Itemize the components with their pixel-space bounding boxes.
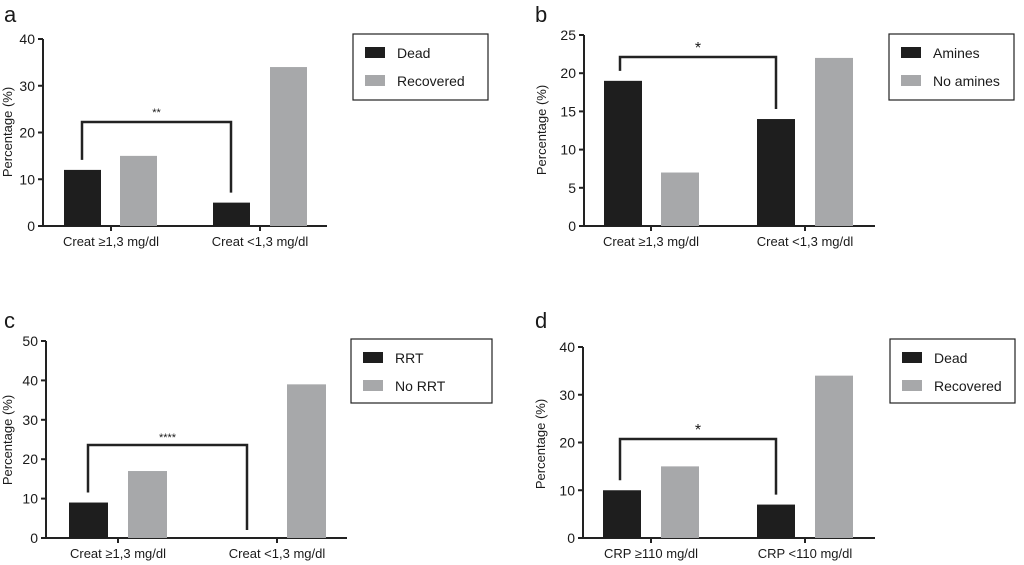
bar-dead — [757, 504, 795, 538]
legend: RRT No RRT — [350, 338, 493, 404]
legend-swatch — [901, 47, 921, 58]
significance-bracket — [618, 55, 778, 110]
y-tick-label: 20 — [22, 451, 38, 467]
chart-panel-b: b 0 5 10 15 20 25 Percentage (%) Creat ≥1,3 mg/d… — [534, 2, 1015, 249]
y-tick-label: 15 — [560, 103, 576, 119]
legend-swatch — [901, 75, 921, 86]
panel-label: b — [535, 2, 547, 27]
legend-entry: RRT — [395, 350, 424, 366]
bar-no-rrt — [287, 384, 326, 538]
significance-bracket — [80, 120, 233, 193]
bar-no-amines — [815, 57, 853, 226]
y-tick-label: 0 — [567, 530, 575, 546]
legend-swatch — [363, 352, 383, 363]
legend-box — [888, 33, 1015, 101]
y-tick-label: 25 — [560, 27, 576, 43]
y-tick-label: 40 — [22, 372, 38, 388]
legend-entry: Dead — [397, 45, 430, 61]
panel-label: c — [4, 308, 15, 333]
bar-dead — [603, 490, 641, 538]
x-tick-label: CRP ≥110 mg/dl — [604, 546, 698, 561]
bar-no-rrt — [128, 471, 167, 538]
significance-marker: * — [695, 422, 701, 439]
bar-dead — [64, 169, 101, 226]
legend-swatch — [365, 47, 385, 58]
x-tick-label: CRP <110 mg/dl — [758, 546, 853, 561]
y-tick-label: 0 — [27, 218, 35, 234]
x-tick-label: Creat ≥1,3 mg/dl — [603, 234, 699, 249]
y-tick-label: 20 — [559, 435, 575, 451]
y-tick-label: 20 — [19, 125, 35, 141]
legend-box — [352, 33, 489, 101]
legend-box — [350, 338, 493, 404]
y-tick-label: 30 — [19, 78, 35, 94]
legend-entry: Amines — [933, 45, 980, 61]
y-tick-label: 0 — [568, 218, 576, 234]
legend-swatch — [363, 380, 383, 391]
chart-panel-d: d 0 10 20 30 40 Percentage (%) CRP ≥110 mg/dl CR… — [533, 308, 1016, 561]
y-tick-label: 40 — [19, 31, 35, 47]
y-tick-label: 20 — [560, 65, 576, 81]
y-tick-label: 30 — [559, 387, 575, 403]
x-tick-label: Creat ≥1,3 mg/dl — [63, 234, 159, 249]
significance-marker: **** — [159, 432, 177, 444]
legend-swatch — [902, 380, 922, 391]
bar-amines — [604, 80, 642, 226]
legend-entry: Recovered — [397, 73, 465, 89]
y-tick-label: 10 — [22, 491, 38, 507]
y-tick-label: 30 — [22, 412, 38, 428]
bar-recovered — [661, 466, 699, 538]
legend: Amines No amines — [888, 33, 1015, 101]
bar-amines — [757, 119, 795, 226]
significance-bracket — [86, 443, 249, 530]
y-axis-label: Percentage (%) — [0, 87, 15, 177]
x-tick-label: Creat <1,3 mg/dl — [212, 234, 309, 249]
y-axis-label: Percentage (%) — [534, 85, 549, 175]
legend-swatch — [902, 352, 922, 363]
chart-panel-a: a 0 10 20 30 40 Percentage (%) Creat ≥1,3 mg/dl… — [0, 2, 489, 249]
bar-recovered — [815, 375, 853, 538]
x-tick-label: Creat <1,3 mg/dl — [229, 546, 326, 561]
chart-panel-c: c 0 10 20 30 40 50 Percentage (%) Creat ≥1,3 mg/… — [0, 308, 493, 561]
legend-entry: No amines — [933, 73, 1000, 89]
legend: Dead Recovered — [352, 33, 489, 101]
y-tick-label: 40 — [559, 339, 575, 355]
bar-dead — [213, 202, 250, 226]
x-tick-label: Creat <1,3 mg/dl — [757, 234, 854, 249]
bar-rrt — [69, 502, 108, 538]
x-tick-label: Creat ≥1,3 mg/dl — [70, 546, 166, 561]
y-axis-label: Percentage (%) — [0, 395, 15, 485]
bar-recovered — [270, 67, 307, 226]
y-tick-label: 50 — [22, 333, 38, 349]
legend-entry: Dead — [934, 350, 967, 366]
y-tick-label: 10 — [559, 482, 575, 498]
significance-marker: ** — [152, 107, 161, 119]
bar-recovered — [120, 155, 157, 226]
y-tick-label: 5 — [568, 180, 576, 196]
legend-entry: No RRT — [395, 378, 446, 394]
legend: Dead Recovered — [889, 338, 1016, 404]
y-axis-label: Percentage (%) — [533, 399, 548, 489]
panel-label: a — [4, 2, 17, 27]
y-tick-label: 10 — [19, 171, 35, 187]
legend-entry: Recovered — [934, 378, 1002, 394]
y-tick-label: 0 — [30, 530, 38, 546]
legend-box — [889, 338, 1016, 404]
panel-label: d — [535, 308, 547, 333]
significance-marker: * — [695, 40, 701, 57]
bar-no-amines — [661, 172, 699, 226]
significance-bracket — [618, 437, 778, 495]
legend-swatch — [365, 75, 385, 86]
y-tick-label: 10 — [560, 142, 576, 158]
